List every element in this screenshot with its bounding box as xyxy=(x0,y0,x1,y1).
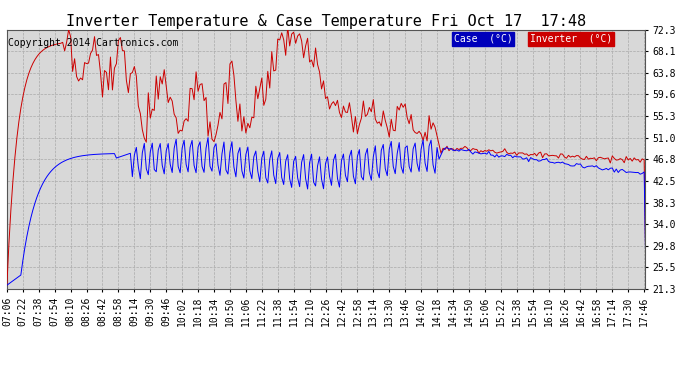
Title: Inverter Temperature & Case Temperature Fri Oct 17  17:48: Inverter Temperature & Case Temperature … xyxy=(66,14,586,29)
Text: Case  (°C): Case (°C) xyxy=(454,34,513,44)
Text: Copyright 2014 Cartronics.com: Copyright 2014 Cartronics.com xyxy=(8,38,179,48)
Text: Inverter  (°C): Inverter (°C) xyxy=(530,34,613,44)
